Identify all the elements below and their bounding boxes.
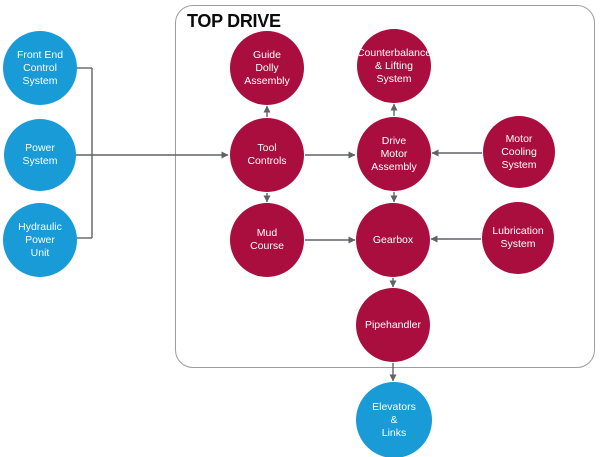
guide-dolly-assembly-node: Guide Dolly Assembly	[230, 31, 304, 105]
node-label: Drive Motor Assembly	[371, 134, 417, 173]
node-label: Hydraulic Power Unit	[18, 220, 62, 259]
counterbalance-lifting-system-node: Counterbalance & Lifting System	[357, 29, 431, 103]
node-label: Guide Dolly Assembly	[244, 48, 290, 87]
node-label: Power System	[22, 142, 58, 167]
node-label: Motor Cooling System	[501, 132, 537, 171]
top-drive-title: TOP DRIVE	[187, 11, 281, 31]
tool-controls-node: Tool Controls	[230, 118, 304, 192]
hydraulic-power-unit-node: Hydraulic Power Unit	[3, 203, 77, 277]
pipehandler-node: Pipehandler	[356, 288, 430, 362]
node-label: Lubrication System	[492, 225, 544, 250]
node-label: Mud Course	[250, 227, 284, 252]
gearbox-node: Gearbox	[356, 203, 430, 277]
motor-cooling-system-node: Motor Cooling System	[483, 116, 555, 188]
node-label: Tool Controls	[247, 142, 287, 167]
front-end-control-system-node: Front End Control System	[3, 31, 77, 105]
elevators-links-node: Elevators & Links	[356, 382, 432, 457]
power-system-node: Power System	[4, 119, 76, 191]
node-label: Gearbox	[372, 233, 414, 246]
lubrication-system-node: Lubrication System	[482, 202, 554, 274]
mud-course-node: Mud Course	[230, 203, 304, 277]
drive-motor-assembly-node: Drive Motor Assembly	[357, 117, 431, 191]
node-label: Pipehandler	[364, 318, 422, 331]
top-drive-frame: TOP DRIVE	[175, 5, 595, 368]
node-label: Elevators & Links	[372, 400, 416, 439]
node-label: Front End Control System	[16, 48, 64, 87]
node-label: Counterbalance & Lifting System	[356, 46, 432, 85]
